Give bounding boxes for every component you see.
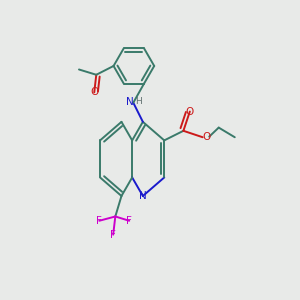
Text: N: N bbox=[126, 97, 134, 107]
Text: N: N bbox=[139, 191, 147, 201]
Text: F: F bbox=[126, 216, 132, 226]
Text: O: O bbox=[90, 87, 98, 98]
Text: F: F bbox=[96, 216, 102, 226]
Text: H: H bbox=[135, 97, 142, 106]
Text: F: F bbox=[110, 230, 116, 240]
Text: O: O bbox=[186, 106, 194, 117]
Text: O: O bbox=[202, 132, 210, 142]
